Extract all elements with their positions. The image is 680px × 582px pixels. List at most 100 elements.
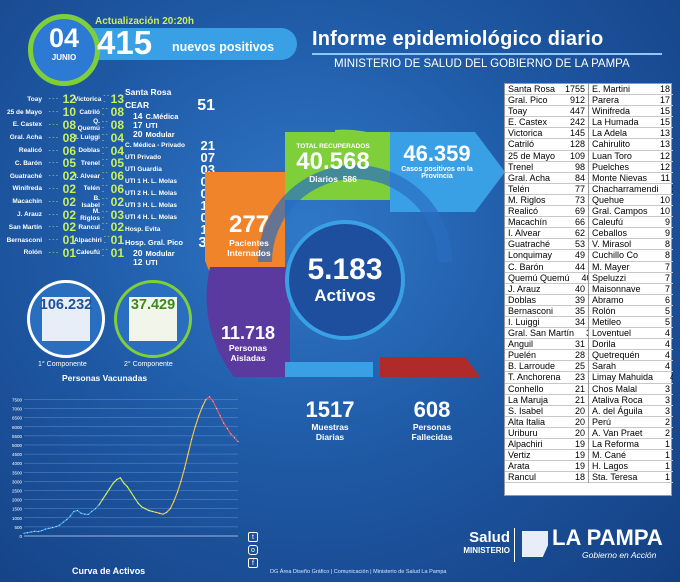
table-row: Loventuel 4 [589, 328, 673, 340]
locality-row: M. Riglos - - -03 [74, 208, 124, 222]
table-row: Santa Rosa 1755 [505, 84, 588, 96]
chart-data-point [141, 506, 143, 508]
chart-data-point [201, 406, 203, 408]
table-cell-cases: 11 [659, 184, 673, 194]
instagram-icon[interactable]: o [248, 545, 258, 555]
fallecidas-block: 608 Personas Fallecidas [392, 392, 472, 448]
chart-data-point [126, 486, 128, 488]
dash-separator: - - - [101, 118, 108, 131]
table-row: Sarah 4 [589, 361, 673, 373]
locality-value: 01 [62, 233, 76, 248]
chart-line-segment [159, 512, 164, 515]
locality-name: Trenel [80, 159, 100, 167]
table-cell-locality: Monte Nievas [592, 172, 648, 183]
chart-line-segment [233, 437, 239, 443]
table-cell-locality: Conhello [508, 383, 544, 394]
table-cell-cases: 19 [574, 450, 585, 461]
table-cell-locality: Puelén [508, 350, 537, 361]
hospital-label: C. Médica - Privado [125, 141, 185, 149]
table-cell-cases: 13 [659, 128, 670, 139]
footer-credits: DG Área Diseño Gráfico | Comunicación | … [270, 569, 447, 575]
salud-logo: Salud MINISTERIO [454, 530, 510, 556]
chart-data-point [23, 532, 25, 534]
gobierno-text: Gobierno en Acción [582, 550, 657, 560]
table-row: A. del Águila 3 [589, 406, 673, 417]
chart-line-segment [105, 488, 111, 495]
hospital-sub-label: C.Médica [145, 112, 179, 121]
chart-line-segment [109, 482, 114, 489]
locality-value: 02 [62, 169, 76, 184]
table-cell-locality: Lonquimay [508, 250, 553, 261]
aisladas-block: 11.718 Personas Aisladas [210, 318, 286, 368]
locality-value: 01 [110, 245, 124, 260]
table-row: Guatraché 53 [505, 239, 588, 251]
table-row: Quemú Quemú 40 [505, 273, 588, 284]
table-cell-locality: Gral. San Martín [508, 328, 575, 339]
table-column-right: E. Martini 18 Parera 17 Winifreda 15 La Humada… [589, 84, 673, 484]
chart-line-segment [31, 530, 35, 533]
new-cases-localities-left: Toay - - - 12 25 de Mayo - - - 10 E. Castex - -… [4, 93, 76, 259]
hospital-label: UTI Guardia [125, 165, 162, 173]
table-cell-locality: Winifreda [592, 106, 631, 117]
locality-row: Guatraché - - - 02 [4, 170, 76, 183]
recovered-block: TOTAL RECUPERADOS 40.568 Diarios 586 [283, 137, 383, 189]
chart-data-point [226, 428, 228, 430]
chart-data-point [134, 497, 136, 499]
locality-row: Caleufú - - -01 [74, 247, 124, 260]
facebook-icon[interactable]: f [248, 558, 258, 568]
recovered-label: TOTAL RECUPERADOS [296, 142, 370, 150]
table-cell-cases: 7 [664, 283, 670, 294]
table-cell-locality: Vertiz [508, 450, 531, 461]
chart-line-segment [144, 508, 150, 512]
table-cell-locality: Telén [508, 183, 530, 194]
locality-row: Macachín - - - 02 [4, 195, 76, 208]
table-row: Alpachiri 19 [505, 439, 588, 451]
table-cell-locality: Perú [592, 416, 612, 427]
table-cell-locality: Guatraché [508, 239, 551, 250]
table-cell-cases: 6 [664, 294, 670, 305]
dash-separator: - - - [101, 106, 108, 119]
locality-row: Rolón - - - 01 [4, 247, 76, 260]
table-cell-locality: Maisonnave [592, 283, 641, 294]
locality-value: 02 [110, 194, 124, 209]
chart-line-segment [101, 493, 107, 500]
muestras-block: 1517 Muestras Diarias [290, 392, 370, 448]
chart-line-segment [141, 506, 146, 510]
date-badge: 04 JUNIO [28, 14, 100, 86]
table-cell-locality: Cuchillo Co [592, 250, 639, 261]
table-row: Perú 2 [589, 417, 673, 428]
chart-line-segment [66, 515, 71, 521]
hospital-value: 21 [200, 137, 215, 153]
table-cell-cases: 20 [574, 405, 585, 416]
chart-ytick-label: 6000 [12, 425, 23, 430]
twitter-icon[interactable]: t [248, 532, 258, 542]
chart-ytick-label: 7500 [12, 397, 23, 402]
locality-row: Doblas - - -04 [74, 144, 124, 157]
first-dose-label: 1° Componente [38, 361, 87, 368]
page-subtitle: MINISTERIO DE SALUD DEL GOBIERNO DE LA P… [334, 58, 630, 70]
locality-row: Trenel - - -05 [74, 157, 124, 170]
locality-row: Catriló - - -08 [74, 106, 124, 119]
table-row: Speluzzi 7 [589, 273, 673, 284]
date-day: 04 [48, 23, 80, 53]
table-row: Gral. Pico 912 [505, 95, 588, 107]
table-cell-cases: 5 [664, 316, 670, 327]
positives-block: 46.359 Casos positivos en la Provincia [392, 137, 482, 185]
table-cell-cases: 39 [574, 294, 585, 305]
ring-diagram [205, 129, 505, 377]
locality-value: 08 [62, 130, 76, 145]
chart-line-segment [52, 525, 57, 529]
dash-separator: - - - [101, 131, 108, 144]
table-cell-locality: Quetrequén [592, 350, 640, 361]
chart-line-segment [208, 396, 214, 402]
table-row: I. Luiggi 34 [505, 317, 588, 329]
table-cell-locality: 25 de Mayo [508, 150, 556, 161]
table-cell-cases: 40 [574, 283, 585, 294]
table-cell-locality: E. Castex [508, 117, 548, 128]
chart-data-point [233, 437, 235, 439]
la-pampa-logo: LA PAMPA Gobierno en Acción [552, 526, 663, 561]
chart-data-point [219, 415, 221, 417]
table-cell-cases: 20 [574, 427, 585, 438]
chart-line-segment [169, 501, 175, 509]
chart-data-point [77, 510, 78, 512]
